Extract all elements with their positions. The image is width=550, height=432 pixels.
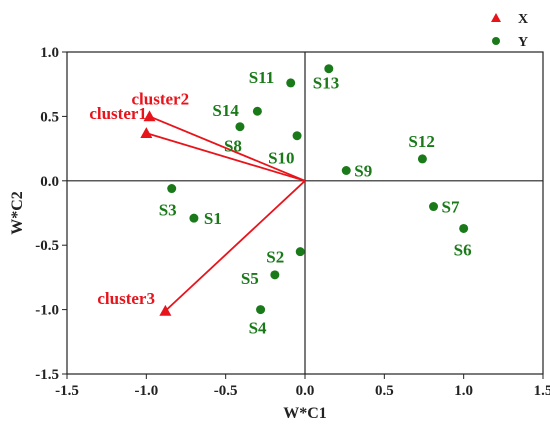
y-axis-title: W*C2 [9, 191, 26, 235]
circle-marker-S3 [167, 184, 177, 194]
circle-marker-S12 [417, 154, 427, 164]
point-label-cluster3: cluster3 [97, 289, 155, 308]
legend-triangle-icon [491, 13, 501, 22]
x-tick-label: -1.0 [134, 383, 158, 399]
circle-marker-S9 [341, 165, 351, 175]
circle-marker-S4 [256, 305, 266, 315]
circle-marker-S5 [270, 270, 280, 280]
point-label-cluster1: cluster1 [89, 104, 147, 123]
legend-label-X: X [518, 12, 528, 27]
point-label-cluster2: cluster2 [132, 89, 190, 108]
triangle-marker-cluster3 [159, 304, 172, 316]
point-label-S11: S11 [249, 68, 275, 87]
circle-marker-S6 [459, 223, 469, 233]
y-tick-label: 0.0 [40, 174, 59, 190]
circle-marker-S7 [429, 202, 439, 212]
vector-arrow-cluster3 [164, 180, 306, 312]
point-label-S5: S5 [241, 269, 259, 288]
circle-marker-S1 [189, 213, 199, 223]
legend-label-Y: Y [518, 35, 528, 50]
x-axis-title: W*C1 [283, 405, 327, 422]
arrows-layer [146, 115, 306, 312]
x-tick-label: 0.0 [296, 383, 315, 399]
vector-arrow-cluster1 [146, 132, 306, 182]
axes-layer: -1.5 -1.0 -0.5 0.0 0.5 1.0 1.5 -1.5 -1.0 -0.5 0.0 0… [35, 45, 550, 399]
circle-marker-S8 [235, 122, 245, 132]
point-label-S8: S8 [224, 137, 242, 156]
y-tick-label: 1.0 [40, 45, 59, 61]
legend: XY [491, 12, 528, 50]
point-label-S14: S14 [212, 101, 239, 120]
point-label-S6: S6 [454, 240, 472, 259]
x-tick-label: -1.5 [55, 383, 79, 399]
circle-marker-S2 [295, 247, 305, 257]
x-tick-label: 1.0 [454, 383, 473, 399]
point-label-S2: S2 [266, 248, 284, 267]
y-tick-label: 0.5 [40, 109, 59, 125]
y-tick-label: -0.5 [35, 238, 59, 254]
x-tick-label: -0.5 [214, 383, 238, 399]
point-label-S7: S7 [442, 198, 460, 217]
point-label-S3: S3 [159, 201, 177, 220]
y-tick-label: -1.0 [35, 303, 59, 319]
point-label-S4: S4 [249, 319, 267, 338]
circle-marker-S14 [252, 106, 262, 116]
point-label-S12: S12 [408, 132, 434, 151]
x-tick-label: 0.5 [375, 383, 394, 399]
triangle-marker-cluster1 [140, 127, 153, 138]
circle-marker-S11 [286, 78, 296, 88]
vector-arrow-cluster2 [149, 115, 306, 182]
circle-marker-S10 [292, 131, 302, 141]
circle-marker-S13 [324, 64, 334, 74]
point-label-S9: S9 [354, 161, 372, 180]
y-tick-label: -1.5 [35, 367, 59, 383]
legend-circle-icon [492, 37, 500, 45]
point-label-S1: S1 [204, 209, 222, 228]
points-layer [140, 64, 469, 316]
point-label-S13: S13 [313, 74, 339, 93]
x-tick-label: 1.5 [534, 383, 550, 399]
point-label-S10: S10 [268, 149, 294, 168]
triangle-marker-cluster2 [143, 110, 156, 122]
